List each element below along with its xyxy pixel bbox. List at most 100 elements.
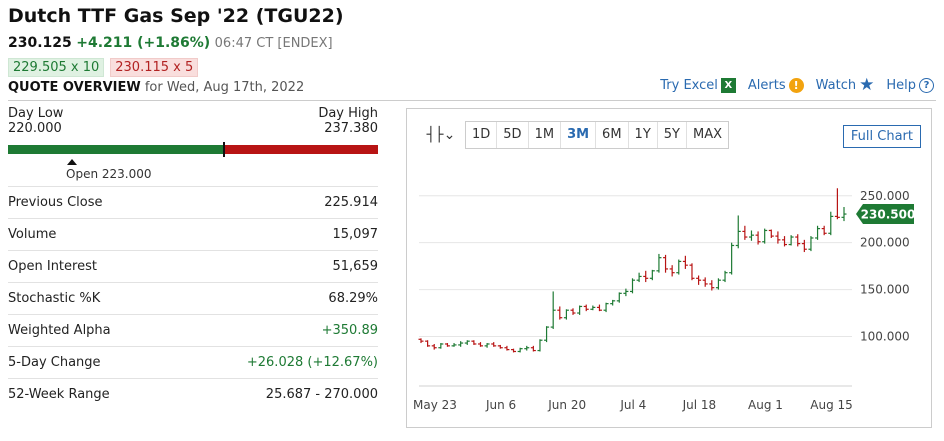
ohlc-bar xyxy=(709,280,715,291)
ohlc-bar xyxy=(808,236,814,252)
ohlc-bar xyxy=(563,309,569,320)
price-line: 230.125 +4.211 (+1.86%) 06:47 CT [ENDEX] xyxy=(8,35,333,51)
chart-type-selector[interactable]: ┤├ ⌄ xyxy=(425,122,457,148)
period-tab-6m[interactable]: 6M xyxy=(596,122,629,148)
stat-label: Volume xyxy=(8,227,57,242)
y-tick-label: 100.000 xyxy=(860,329,910,343)
ohlc-bar xyxy=(471,340,477,345)
ohlc-bar xyxy=(418,338,424,344)
ohlc-bar xyxy=(504,345,510,351)
ohlc-bar xyxy=(801,239,807,253)
period-tabs: 1D 5D 1M 3M 6M 1Y 5Y MAX xyxy=(465,121,729,149)
watch-link[interactable]: Watch ★ xyxy=(815,77,875,94)
x-tick-label: May 23 xyxy=(413,398,457,412)
chart-panel: ┤├ ⌄ 1D 5D 1M 3M 6M 1Y 5Y MAX Full Chart 100.000… xyxy=(406,108,932,428)
ohlc-bar xyxy=(815,225,821,240)
bid-ask: 229.505 x 10 230.115 x 5 xyxy=(8,58,199,77)
ohlc-bar xyxy=(782,236,788,247)
range-bar-gain xyxy=(8,145,224,154)
ohlc-bar xyxy=(444,343,450,347)
help-link[interactable]: Help ? xyxy=(886,78,934,93)
ohlc-bar xyxy=(795,234,801,247)
ohlc-bar xyxy=(715,278,721,290)
ohlc-bar xyxy=(828,211,834,236)
chevron-down-icon: ⌄ xyxy=(443,127,456,143)
ohlc-bar xyxy=(616,292,622,303)
ohlc-bar xyxy=(583,304,589,312)
day-high-label: Day High xyxy=(318,106,378,121)
ohlc-bar xyxy=(669,265,675,277)
x-tick-label: Jun 6 xyxy=(485,398,516,412)
ohlc-bar xyxy=(623,288,629,297)
stat-row: 5-Day Change +26.028 (+12.67%) xyxy=(8,346,378,378)
stat-value: 68.29% xyxy=(328,291,378,306)
alerts-link[interactable]: Alerts ! xyxy=(748,78,804,93)
stat-value: +350.89 xyxy=(321,323,378,338)
ohlc-bar xyxy=(477,342,483,347)
day-low: Day Low 220.000 xyxy=(8,106,63,136)
ohlc-bar xyxy=(451,343,457,347)
day-range-bar xyxy=(8,142,378,157)
ohlc-bar xyxy=(748,230,754,241)
day-low-label: Day Low xyxy=(8,106,64,121)
ohlc-bar xyxy=(834,188,840,220)
ohlc-bar xyxy=(497,344,503,349)
period-tab-1d[interactable]: 1D xyxy=(466,122,498,148)
ohlc-icon: ┤├ xyxy=(426,127,444,143)
day-low-value: 220.000 xyxy=(8,121,62,136)
x-tick-label: Jul 4 xyxy=(619,398,646,412)
open-triangle-icon xyxy=(67,159,77,165)
ohlc-bar xyxy=(663,254,669,273)
stat-label: Open Interest xyxy=(8,259,97,274)
last-price-flag xyxy=(856,204,914,225)
watch-label: Watch xyxy=(815,78,857,93)
stat-label: Previous Close xyxy=(8,195,103,210)
stat-value: 25.687 - 270.000 xyxy=(265,387,378,402)
ohlc-bar xyxy=(636,272,642,283)
ohlc-bar xyxy=(570,308,576,315)
chart-toolbar: ┤├ ⌄ 1D 5D 1M 3M 6M 1Y 5Y MAX xyxy=(425,121,729,149)
last-price-label: 230.500 xyxy=(861,208,916,222)
ohlc-bar xyxy=(630,278,635,294)
ohlc-bar xyxy=(735,215,741,249)
top-links: Try Excel X Alerts ! Watch ★ Help ? xyxy=(660,77,934,94)
ohlc-bar xyxy=(596,304,602,312)
stat-label: 5-Day Change xyxy=(8,355,101,370)
ohlc-bar xyxy=(517,347,523,353)
ohlc-bar xyxy=(643,270,649,283)
ohlc-bar xyxy=(696,275,702,285)
x-tick-label: Jul 18 xyxy=(682,398,717,412)
try-excel-link[interactable]: Try Excel X xyxy=(660,78,736,93)
ohlc-bar xyxy=(689,263,695,281)
day-high: Day High 237.380 xyxy=(318,106,378,136)
instrument-title: Dutch TTF Gas Sep '22 (TGU22) xyxy=(8,5,344,27)
stat-row: Previous Close 225.914 xyxy=(8,186,378,218)
full-chart-button[interactable]: Full Chart xyxy=(842,125,921,148)
ohlc-bar xyxy=(755,231,761,245)
ohlc-bar xyxy=(729,242,735,275)
try-excel-label: Try Excel xyxy=(660,78,718,93)
help-icon: ? xyxy=(919,78,934,93)
range-bar-loss xyxy=(224,145,378,154)
ohlc-bar xyxy=(656,253,662,273)
ohlc-bar xyxy=(511,348,517,353)
period-tab-max[interactable]: MAX xyxy=(692,127,722,142)
ohlc-bar xyxy=(464,340,470,345)
period-tab-3m[interactable]: 3M xyxy=(561,122,597,148)
period-tab-1y[interactable]: 1Y xyxy=(629,122,658,148)
bid-badge: 229.505 x 10 xyxy=(8,58,105,77)
ohlc-bar xyxy=(603,302,609,313)
period-tab-5d[interactable]: 5D xyxy=(497,122,529,148)
period-tab-1m[interactable]: 1M xyxy=(529,122,562,148)
stat-row: Open Interest 51,659 xyxy=(8,250,378,282)
overview-heading: QUOTE OVERVIEW for Wed, Aug 17th, 2022 xyxy=(8,80,304,95)
stat-row: Stochastic %K 68.29% xyxy=(8,282,378,314)
stat-row: Volume 15,097 xyxy=(8,218,378,250)
open-marker: Open 223.000 xyxy=(8,154,378,181)
period-tab-5y[interactable]: 5Y xyxy=(658,122,687,148)
last-price-marker xyxy=(223,142,225,157)
stat-row: 52-Week Range 25.687 - 270.000 xyxy=(8,378,378,410)
ohlc-bar xyxy=(742,225,748,240)
ask-badge: 230.115 x 5 xyxy=(110,58,199,77)
alerts-label: Alerts xyxy=(747,78,786,93)
